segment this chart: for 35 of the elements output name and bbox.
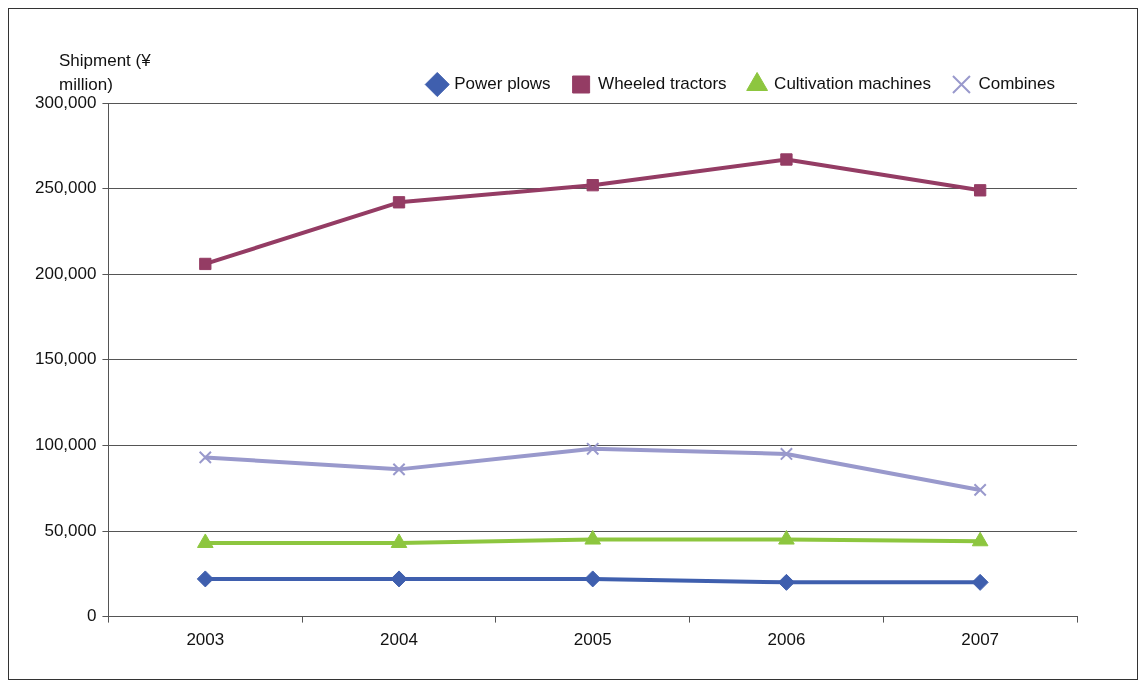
y-tick-label: 250,000	[35, 178, 97, 198]
point	[778, 530, 795, 545]
point	[586, 179, 599, 192]
y-tick-label: 100,000	[35, 435, 97, 455]
x-tick-label: 2006	[767, 630, 806, 650]
legend-label: Combines	[978, 74, 1056, 94]
point	[973, 483, 987, 497]
point	[779, 447, 794, 461]
point	[392, 196, 406, 209]
point	[198, 450, 212, 465]
y-tick-label: 50,000	[44, 520, 97, 540]
y-tick-label: 200,000	[35, 263, 97, 283]
y-tick-label: 150,000	[35, 349, 97, 369]
x-tick-label: 2003	[186, 630, 225, 650]
point	[777, 573, 795, 591]
point	[973, 184, 987, 197]
point	[392, 462, 406, 477]
x-tick-label: 2007	[961, 630, 1000, 650]
legend-label: Power plows	[454, 74, 551, 94]
point	[584, 570, 602, 588]
y-tick-label: 0	[86, 606, 97, 626]
point	[197, 533, 214, 548]
point	[586, 442, 600, 456]
x-tick-label: 2004	[380, 630, 418, 650]
x-tick-label: 2005	[573, 630, 612, 650]
point	[199, 257, 212, 271]
point	[584, 530, 602, 545]
point	[196, 570, 214, 588]
point	[390, 533, 408, 548]
point	[971, 531, 989, 547]
point	[971, 573, 989, 591]
legend-label: Wheeled tractors	[598, 74, 727, 94]
legend-label: Cultivation machines	[774, 74, 931, 94]
point	[390, 570, 408, 588]
point	[780, 153, 793, 166]
